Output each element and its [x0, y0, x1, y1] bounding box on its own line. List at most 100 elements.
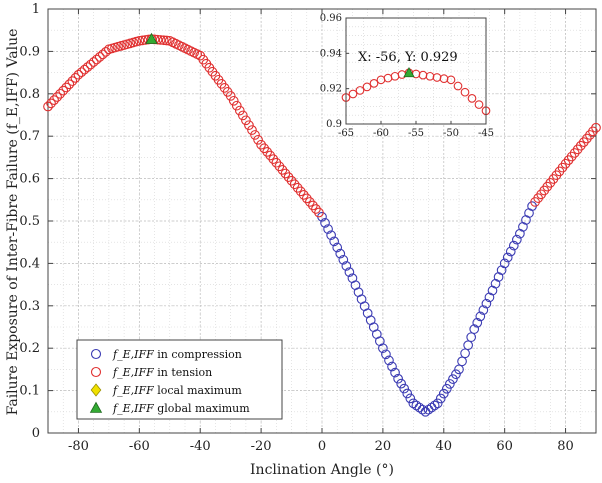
tension-point [85, 59, 96, 70]
inset-y-tick-label: 0.9 [326, 119, 342, 130]
compression-point [423, 404, 434, 415]
inset-tension-point [369, 79, 379, 88]
tension-point [158, 35, 169, 46]
compression-point [508, 240, 519, 251]
tension-point [234, 105, 245, 116]
inset-y-tick-label: 0.96 [320, 13, 342, 24]
x-tick-label: -80 [68, 439, 89, 454]
inset-global-maximum-point [403, 66, 415, 78]
x-axis-label: Inclination Angle (°) [250, 462, 394, 478]
compression-point [323, 224, 333, 234]
inset-x-tick-label: -60 [373, 128, 389, 139]
compression-point [505, 246, 516, 257]
x-tick-label: -40 [190, 439, 211, 454]
tension-point [560, 158, 571, 169]
compression-point [487, 285, 498, 296]
tension-point [578, 137, 589, 147]
tension-point [94, 52, 105, 62]
inset-tension-point [474, 100, 484, 109]
compression-point [378, 343, 388, 354]
compression-point [332, 242, 343, 253]
tension-point [591, 122, 601, 133]
compression-point [393, 373, 403, 384]
legend-marker [90, 348, 102, 360]
tension-point [43, 101, 53, 112]
compression-point [320, 218, 330, 228]
tension-point [268, 154, 279, 164]
tension-point [237, 110, 248, 121]
inset-y-tick-label: 0.94 [320, 48, 342, 59]
legend-label: f_E,IFF global maximum [112, 402, 250, 415]
compression-point [457, 356, 467, 367]
legend-label: f_E,IFF local maximum [112, 384, 242, 397]
tension-point [271, 157, 282, 168]
x-tick-label: 40 [436, 439, 453, 454]
compression-point [408, 398, 419, 409]
tension-point [49, 95, 59, 106]
tension-point [289, 179, 300, 190]
tension-point [64, 79, 75, 90]
inset-x-tick-label: -50 [443, 128, 459, 139]
tension-point [134, 35, 145, 46]
tension-point [295, 186, 306, 197]
inset-tension-point [453, 81, 463, 91]
compression-point [429, 400, 440, 411]
tension-point [100, 46, 111, 57]
tension-point [155, 35, 166, 45]
tension-point [292, 182, 303, 193]
tension-point [91, 54, 102, 65]
tension-point [250, 130, 260, 140]
tension-point [301, 193, 312, 204]
y-tick-label: 1 [32, 2, 40, 17]
y-tick-label: 0.7 [19, 129, 40, 144]
compression-point [344, 267, 355, 277]
inset-tension-point [446, 75, 456, 85]
legend-label: f_E,IFF in compression [112, 348, 242, 361]
compression-point [460, 348, 470, 359]
compression-point [445, 379, 455, 389]
compression-point [441, 383, 452, 394]
tension-point [585, 130, 595, 140]
tension-point [61, 82, 72, 93]
tension-point [231, 100, 242, 111]
data-markers [43, 32, 601, 417]
y-tick-label: 0.5 [19, 214, 40, 229]
legend-label: f_E,IFF in tension [112, 366, 212, 379]
tension-point [79, 64, 90, 75]
tension-point [572, 144, 583, 155]
tension-point [241, 115, 251, 126]
inset-tension-point [355, 86, 365, 95]
tension-point [575, 140, 586, 151]
y-tick-label: 0.8 [19, 87, 40, 102]
inset-chart: -65 -60 -55 -50 -45 0.9 0.92 0.94 0.96 X: -56, Y… [320, 13, 494, 139]
inset-axes: -65 -60 -55 -50 -45 0.9 0.92 0.94 0.96 [320, 13, 494, 139]
tension-point [588, 126, 598, 137]
inset-x-tick-label: -65 [338, 128, 354, 139]
tension-point [52, 92, 62, 102]
x-tick-label: 60 [496, 439, 513, 454]
tension-point [566, 151, 577, 162]
tension-point [283, 172, 294, 182]
compression-point [426, 402, 437, 413]
inset-tension-point [460, 87, 470, 97]
compression-point [478, 305, 489, 315]
global-maximum-point [145, 32, 158, 44]
axes: -80 -60 -40 -20 0 20 40 60 80 0 0.1 0.2 0.3 0.4 0.5 0.6… [19, 2, 596, 454]
x-tick-label: -20 [251, 439, 272, 454]
inset-x-tick-label: -45 [478, 128, 494, 139]
compression-point [387, 361, 397, 372]
compression-point [511, 234, 522, 245]
inset-x-tick-label: -55 [408, 128, 424, 139]
x-tick-label: 80 [557, 439, 574, 454]
tension-point [563, 155, 574, 166]
tension-point [88, 57, 99, 67]
inset-datatip: X: -56, Y: 0.929 [358, 50, 458, 65]
y-tick-label: 0.4 [19, 256, 40, 271]
tension-point [253, 134, 263, 145]
x-tick-label: 20 [375, 439, 392, 454]
tension-point [582, 133, 592, 144]
x-tick-label: -60 [129, 439, 150, 454]
legend: f_E,IFF in compression f_E,IFF in tension… [76, 339, 283, 420]
tension-point [314, 207, 324, 218]
tension-point [82, 62, 93, 72]
